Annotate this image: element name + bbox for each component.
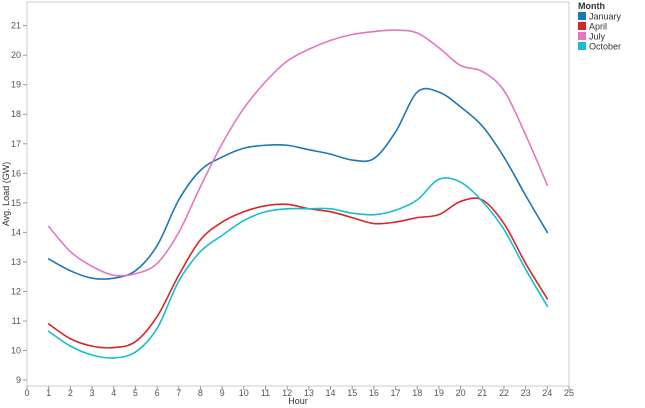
x-axis-title: Hour: [288, 396, 308, 406]
x-tick-label: 7: [176, 388, 181, 398]
y-tick-label: 17: [11, 139, 21, 149]
x-tick-label: 17: [391, 388, 401, 398]
x-tick-label: 5: [133, 388, 138, 398]
x-tick-label: 14: [326, 388, 336, 398]
x-tick-label: 12: [282, 388, 292, 398]
legend-label-january: January: [589, 12, 622, 22]
y-tick-label: 19: [11, 80, 21, 90]
legend-label-april: April: [589, 22, 607, 32]
x-tick-label: 24: [542, 388, 552, 398]
y-tick-label: 11: [12, 316, 21, 326]
x-tick-label: 16: [369, 388, 379, 398]
legend-swatch-october: [578, 42, 586, 50]
x-tick-label: 0: [24, 388, 29, 398]
x-tick-label: 10: [239, 388, 249, 398]
x-tick-label: 8: [198, 388, 203, 398]
x-tick-label: 4: [111, 388, 116, 398]
plot-area: [26, 1, 570, 387]
x-tick-label: 13: [304, 388, 314, 398]
y-tick-label: 14: [11, 227, 21, 237]
x-tick-label: 1: [46, 388, 51, 398]
x-tick-label: 2: [68, 388, 73, 398]
x-axis: 0 1 2 3 4 5 6 7 8 9 10 11 12 13 14 15 16 17 18 19 20 21 22 23 24…: [24, 386, 574, 398]
legend-title: Month: [578, 1, 605, 11]
x-tick-label: 22: [499, 388, 509, 398]
legend-swatch-april: [578, 22, 586, 30]
legend-label-october: October: [589, 42, 621, 52]
x-tick-label: 15: [347, 388, 357, 398]
x-tick-label: 21: [477, 388, 487, 398]
legend-swatch-july: [578, 32, 586, 40]
y-tick-label: 13: [11, 257, 21, 267]
series-line-october: [47, 177, 549, 359]
x-tick-label: 25: [564, 388, 574, 398]
y-tick-label: 9: [16, 375, 21, 385]
series-line-january: [47, 87, 549, 280]
y-tick-label: 15: [11, 198, 21, 208]
y-axis-title: Avg. Load (GW): [1, 162, 11, 226]
y-tick-label: 10: [11, 346, 21, 356]
series-line-april: [47, 197, 549, 349]
y-tick-label: 20: [11, 50, 21, 60]
y-tick-label: 12: [11, 286, 21, 296]
y-tick-label: 18: [11, 109, 21, 119]
x-tick-label: 3: [90, 388, 95, 398]
x-tick-label: 23: [521, 388, 531, 398]
legend-swatch-january: [578, 12, 586, 20]
x-tick-label: 19: [434, 388, 444, 398]
x-tick-label: 18: [412, 388, 422, 398]
y-axis: 9 10 11 12 13 14 15 16 17 18 19 20 21: [11, 21, 27, 385]
x-tick-label: 9: [220, 388, 225, 398]
y-tick-label: 21: [11, 21, 21, 31]
y-tick-label: 16: [11, 168, 21, 178]
x-tick-label: 11: [261, 388, 270, 398]
series-lines: [47, 29, 549, 359]
series-line-july: [47, 29, 549, 277]
legend-label-july: July: [589, 32, 606, 42]
x-tick-label: 20: [456, 388, 466, 398]
x-tick-label: 6: [155, 388, 160, 398]
